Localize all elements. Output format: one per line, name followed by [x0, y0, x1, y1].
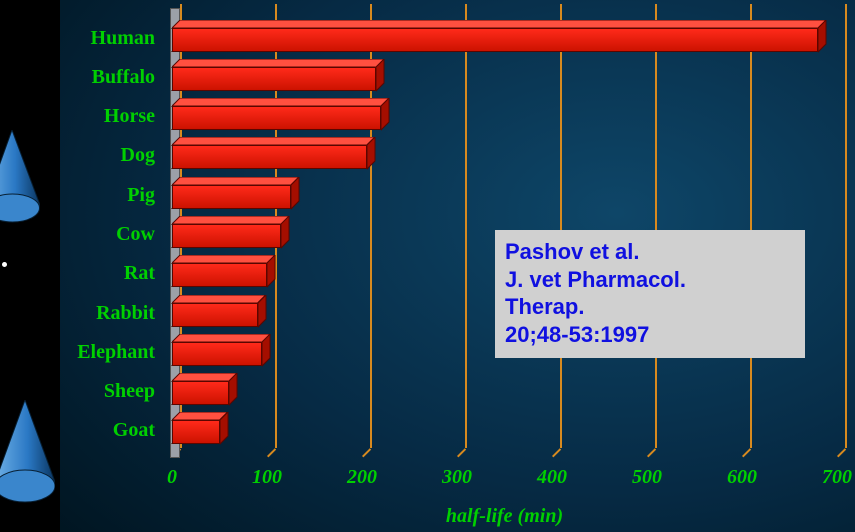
y-category-label: Rabbit	[96, 302, 155, 325]
y-category-label: Goat	[113, 419, 155, 442]
bar	[172, 145, 367, 169]
x-tick-label: 200	[347, 466, 377, 489]
x-axis-title: half-life (min)	[446, 505, 563, 528]
citation-box: Pashov et al. J. vet Pharmacol. Therap. …	[495, 230, 805, 358]
bar	[172, 420, 220, 444]
gridline	[845, 4, 847, 448]
x-tick-label: 0	[167, 466, 177, 489]
gridline	[465, 4, 467, 448]
cone-decoration	[0, 400, 55, 505]
y-category-label: Horse	[104, 105, 155, 128]
bar-side	[220, 412, 230, 446]
bar-side	[376, 59, 386, 93]
y-category-label: Dog	[121, 144, 155, 167]
bar-side	[818, 20, 828, 54]
bar-side	[267, 255, 277, 289]
bar	[172, 224, 281, 248]
bar-side	[229, 373, 239, 407]
bar	[172, 381, 229, 405]
gridline	[655, 4, 657, 448]
y-category-label: Buffalo	[92, 66, 155, 89]
y-category-label: Rat	[124, 262, 155, 285]
x-tick-label: 500	[632, 466, 662, 489]
x-tick-label: 400	[537, 466, 567, 489]
x-tick-label: 300	[442, 466, 472, 489]
cone-decoration	[0, 130, 40, 225]
bar-side	[291, 177, 301, 211]
y-category-label: Elephant	[77, 341, 155, 364]
stage: 0 100 200 300 400 500 600 700 Human Buffalo Horse D…	[0, 0, 855, 532]
bar	[172, 106, 381, 130]
bar-side	[381, 98, 391, 132]
y-category-label: Sheep	[104, 380, 155, 403]
bar	[172, 28, 818, 52]
bar-side	[258, 295, 268, 329]
y-category-label: Human	[91, 27, 155, 50]
citation-line: Pashov et al.	[505, 238, 795, 266]
y-category-label: Pig	[127, 184, 155, 207]
citation-line: Therap.	[505, 293, 795, 321]
gridline	[750, 4, 752, 448]
y-category-label: Cow	[116, 223, 155, 246]
bar-side	[281, 216, 291, 250]
bar	[172, 263, 267, 287]
bar	[172, 67, 376, 91]
bar	[172, 185, 291, 209]
x-tick-label: 600	[727, 466, 757, 489]
citation-line: 20;48-53:1997	[505, 321, 795, 349]
bar	[172, 342, 262, 366]
bar-side	[367, 137, 377, 171]
citation-line: J. vet Pharmacol.	[505, 266, 795, 294]
dot-decoration	[2, 262, 7, 267]
bar	[172, 303, 258, 327]
gridline	[560, 4, 562, 448]
bar-side	[262, 334, 272, 368]
x-tick-label: 100	[252, 466, 282, 489]
x-tick-label: 700	[822, 466, 852, 489]
